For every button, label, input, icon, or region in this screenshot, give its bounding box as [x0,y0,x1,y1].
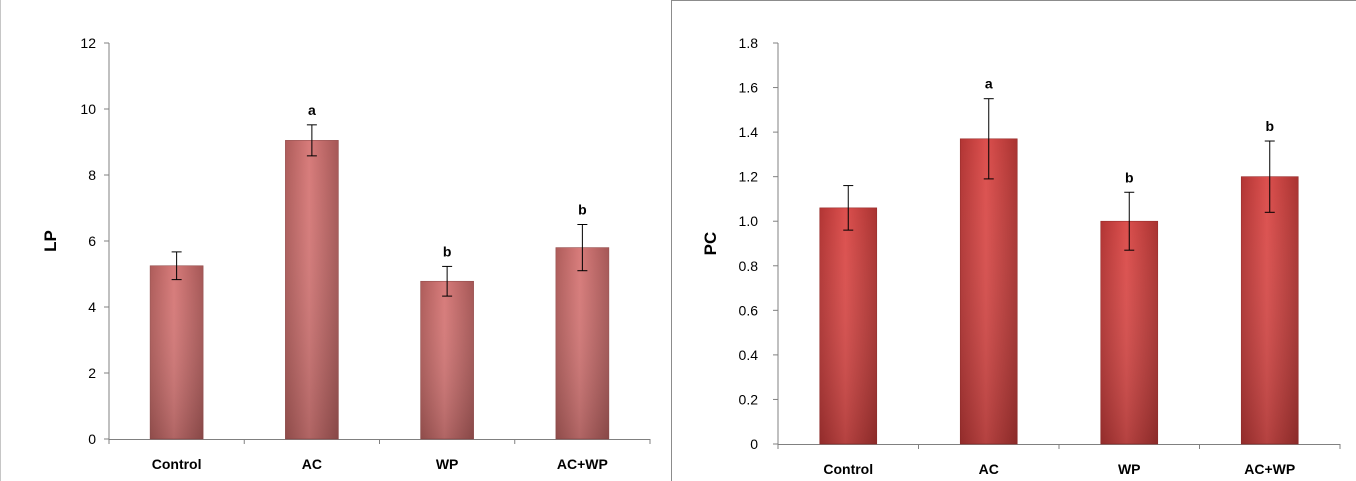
category-label: AC [302,456,322,472]
y-tick-label: 0.8 [739,258,759,274]
category-label: Control [823,461,873,477]
bar-shading [555,247,609,439]
y-tick-label: 0.4 [739,347,759,363]
y-tick-label: 2 [88,365,96,381]
y-tick-label: 1.2 [739,169,759,185]
significance-label: b [578,202,587,218]
bar-shading [1100,221,1158,444]
y-tick-label: 12 [80,35,96,51]
y-tick-label: 0 [750,436,758,452]
y-tick-label: 1.6 [739,80,759,96]
bar-shading [150,265,204,439]
bar-shading [420,281,474,439]
category-label: AC+WP [557,456,608,472]
y-tick-label: 8 [88,167,96,183]
y-axis-label: PC [701,232,720,256]
significance-label: a [308,102,316,118]
y-tick-label: 1.0 [739,213,759,229]
y-tick-label: 10 [80,101,96,117]
lp-chart-panel: 0 2 4 6 8 10 12 LP Control a AC b WP b AC+WP [0,0,672,481]
y-tick-label: 1.8 [739,35,759,51]
bar-shading [960,138,1018,445]
significance-label: b [1125,169,1134,185]
lp-bar-chart: 0 2 4 6 8 10 12 LP Control a AC b WP b AC+WP [0,0,672,481]
y-tick-label: 0 [88,431,96,447]
y-tick-label: 0.6 [739,302,759,318]
significance-label: b [443,243,452,259]
category-label: Control [152,456,202,472]
bar-shading [819,207,877,444]
significance-label: a [985,76,993,92]
y-tick-label: 6 [88,233,96,249]
category-label: AC [979,461,999,477]
y-tick-label: 0.2 [739,391,759,407]
pc-chart-panel: 0 0.2 0.4 0.6 0.8 1.0 1.2 1.4 1.6 1.8 PC Control a AC… [672,0,1356,481]
bar-shading [1241,176,1299,444]
y-tick-label: 1.4 [739,124,759,140]
y-axis-label: LP [41,230,60,252]
y-tick-label: 4 [88,299,96,315]
significance-label: b [1265,118,1274,134]
bar-shading [285,140,339,439]
category-label: WP [436,456,459,472]
pc-bar-chart: 0 0.2 0.4 0.6 0.8 1.0 1.2 1.4 1.6 1.8 PC Control a AC… [672,0,1356,477]
category-label: AC+WP [1244,461,1295,477]
category-label: WP [1118,461,1141,477]
